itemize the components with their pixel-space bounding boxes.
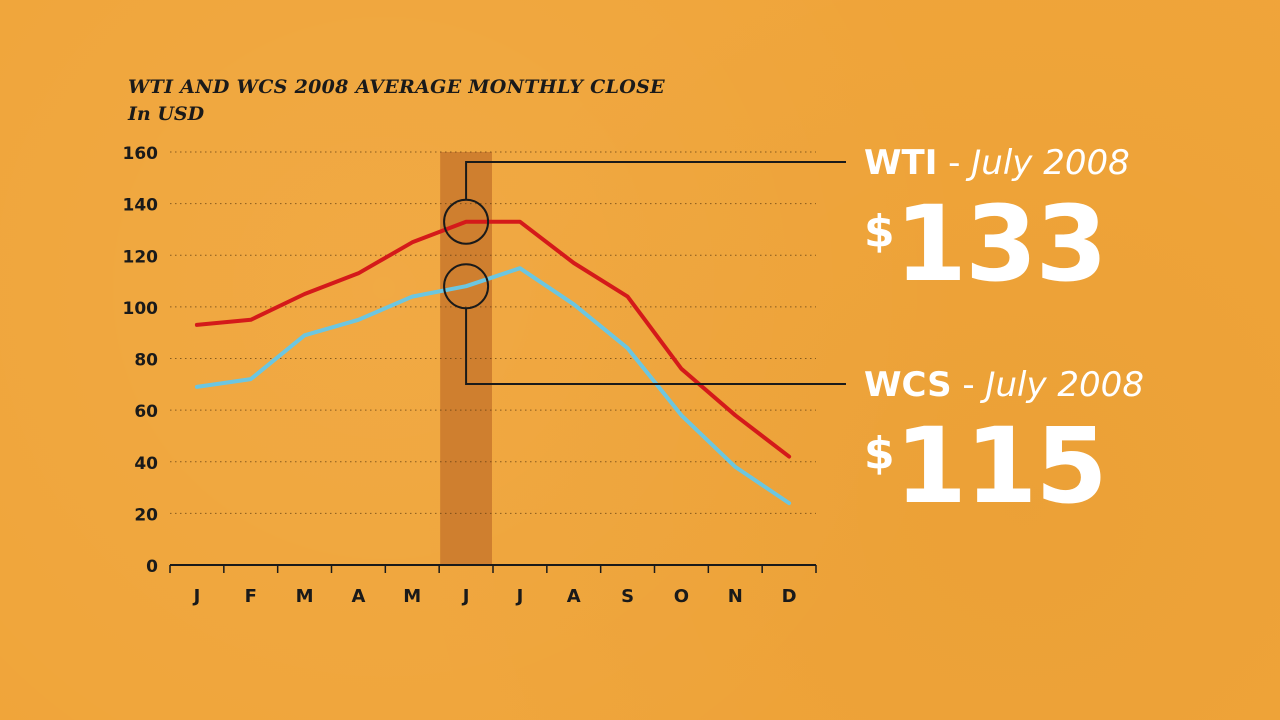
wcs-callout-value: $115: [864, 414, 1108, 518]
axes: 0 20 40 60 80 100 120 140 160 J F M A M J J A S O N D: [123, 144, 817, 607]
chart-subtitle: In USD: [128, 103, 205, 125]
y-tick-label-140: 140: [123, 196, 159, 216]
wcs-connector-line: [465, 308, 846, 385]
x-tick-label-5: J: [461, 586, 470, 607]
wcs-callout-label: WCS - July 2008: [864, 365, 1144, 405]
y-tick-label-40: 40: [134, 454, 158, 474]
y-tick-label-20: 20: [134, 505, 158, 525]
gridlines: [170, 151, 816, 514]
y-tick-label-100: 100: [123, 299, 159, 319]
wcs-currency-symbol: $: [864, 428, 895, 479]
x-tick-label-4: M: [403, 586, 421, 607]
y-tick-label-0: 0: [146, 557, 158, 577]
wti-callout-series: WTI: [864, 143, 938, 183]
wti-callout-value: $133: [864, 192, 1108, 296]
x-tick-label-11: D: [782, 586, 797, 607]
x-tick-label-0: J: [192, 586, 201, 607]
wti-callout-date: July 2008: [971, 143, 1130, 183]
x-tick-label-10: N: [728, 586, 743, 607]
wti-callout-separator: -: [937, 143, 972, 183]
wcs-price: 115: [894, 405, 1108, 527]
y-tick-label-80: 80: [134, 351, 158, 371]
x-tick-label-3: A: [351, 586, 365, 607]
y-tick-label-160: 160: [123, 144, 159, 164]
wti-price: 133: [894, 183, 1108, 305]
wti-currency-symbol: $: [864, 206, 895, 257]
chart-title: WTI AND WCS 2008 AVERAGE MONTHLY CLOSE: [128, 76, 665, 98]
callout-connectors: [443, 161, 846, 385]
x-tick-label-6: J: [515, 586, 524, 607]
series-line-wcs: [194, 266, 792, 506]
y-tick-label-60: 60: [134, 402, 158, 422]
wcs-callout-date: July 2008: [985, 365, 1144, 405]
wcs-callout-series: WCS: [864, 365, 952, 405]
x-tick-label-9: O: [674, 586, 689, 607]
x-tick-label-1: F: [245, 586, 257, 607]
series-lines: [194, 219, 792, 506]
y-tick-label-120: 120: [123, 247, 159, 267]
x-tick-label-7: A: [567, 586, 581, 607]
x-tick-label-8: S: [621, 586, 634, 607]
wti-callout-label: WTI - July 2008: [864, 143, 1130, 183]
x-tick-label-2: M: [296, 586, 314, 607]
wcs-callout-separator: -: [951, 365, 986, 405]
wti-connector-line: [465, 161, 846, 200]
series-line-wti: [194, 219, 792, 459]
